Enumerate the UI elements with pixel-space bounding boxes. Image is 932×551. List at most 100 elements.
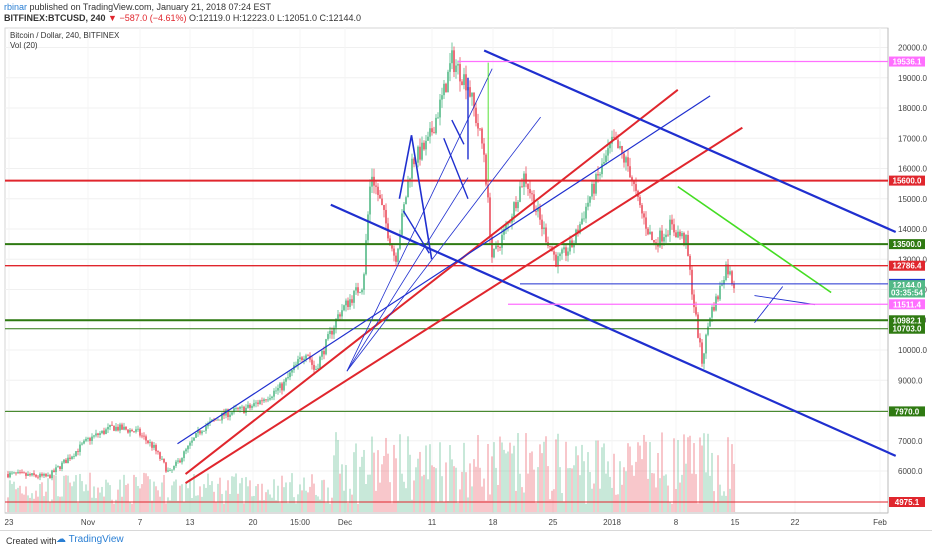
pattern-line[interactable] [410, 135, 433, 260]
volume-bar [369, 474, 371, 512]
candle-body [141, 435, 143, 437]
candle-body [351, 299, 353, 303]
volume-bar [729, 488, 731, 512]
volume-bar [483, 478, 485, 512]
candle-body [285, 378, 287, 382]
candle-body [709, 317, 711, 327]
candle-body [493, 248, 495, 258]
candle-body [15, 472, 17, 474]
price-label: 19536.1 [889, 56, 925, 67]
green-trend-line[interactable] [677, 185, 832, 294]
volume-bar [431, 465, 433, 512]
candle-body [221, 412, 223, 421]
candle-body [705, 334, 707, 354]
wedge-line[interactable] [754, 295, 816, 306]
volume-bar [285, 482, 287, 512]
volume-bar [171, 485, 173, 512]
volume-bar [733, 463, 735, 512]
candle-body [485, 154, 487, 185]
candle-body [83, 440, 85, 444]
volume-bar [117, 489, 119, 512]
candle-body [191, 440, 193, 443]
candle-body [97, 433, 99, 436]
fan-line[interactable] [346, 116, 541, 372]
volume-bar [183, 502, 185, 512]
volume-bar [327, 487, 329, 512]
author-link[interactable]: rbinar [4, 2, 28, 12]
volume-bar [321, 480, 323, 512]
blue-ascending-line[interactable] [177, 95, 711, 445]
volume-bar [613, 453, 615, 512]
volume-bar [457, 502, 459, 512]
candle-body [319, 356, 321, 369]
candle-body [593, 183, 595, 194]
candle-body [465, 74, 467, 91]
candle-body [613, 136, 615, 138]
volume-bar [691, 473, 693, 512]
footer-bar: Created with ☁ TradingView [0, 530, 932, 551]
red-channel-bottom[interactable] [185, 126, 743, 484]
volume-bar [341, 464, 343, 512]
volume-bar [425, 445, 427, 512]
volume-bar [195, 495, 197, 512]
candle-body [537, 207, 539, 212]
candle-body [463, 74, 465, 86]
candle-body [43, 473, 45, 476]
candle-body [75, 451, 77, 457]
volume-bar [163, 474, 165, 512]
volume-bar [23, 494, 25, 512]
red-channel-top[interactable] [184, 89, 679, 475]
volume-bar [253, 495, 255, 512]
volume-bar [91, 497, 93, 512]
volume-bar [423, 474, 425, 512]
volume-bar [239, 483, 241, 512]
volume-bar [353, 452, 355, 512]
volume-bar [133, 474, 135, 512]
volume-bar [561, 493, 563, 512]
pattern-line[interactable] [451, 119, 465, 145]
volume-bar [511, 453, 513, 512]
volume-bar [585, 503, 587, 512]
candle-body [45, 473, 47, 477]
pattern-line[interactable] [443, 137, 469, 200]
volume-bar [123, 474, 125, 512]
blue-descending-resistance[interactable] [483, 49, 897, 234]
volume-bar [509, 442, 511, 512]
candle-body [513, 202, 515, 217]
candle-body [337, 314, 339, 319]
x-tick-label: 15 [731, 518, 740, 527]
candle-body [85, 438, 87, 441]
candle-body [95, 433, 97, 436]
volume-bar [333, 455, 335, 512]
candle-body [555, 254, 557, 267]
candle-body [627, 157, 629, 167]
volume-bar [543, 441, 545, 512]
price-label: 12786.4 [889, 260, 925, 271]
candle-body [159, 452, 161, 459]
volume-bar [531, 451, 533, 512]
pattern-line[interactable] [402, 210, 430, 254]
brand-name: TradingView [68, 534, 124, 545]
volume-bar [187, 488, 189, 512]
volume-bar [347, 503, 349, 512]
candle-body [275, 390, 277, 392]
price-label-box [889, 315, 925, 326]
volume-bar [427, 479, 429, 512]
candle-body [253, 403, 255, 407]
volume-bar [717, 455, 719, 512]
pattern-line[interactable] [398, 135, 413, 199]
price-label-box [889, 406, 925, 417]
volume-bar [219, 477, 221, 512]
volume-bar [197, 495, 199, 512]
candle-body [163, 458, 165, 463]
volume-bar [229, 493, 231, 512]
candle-body [423, 142, 425, 150]
volume-bar [337, 439, 339, 512]
fan-line[interactable] [346, 177, 469, 372]
price-chart[interactable]: 6000.07000.08000.09000.010000.011000.012… [0, 0, 932, 530]
volume-bar [447, 501, 449, 512]
candle-body [255, 402, 257, 404]
price-label-box [889, 287, 925, 298]
volume-bar [277, 485, 279, 512]
tradingview-logo[interactable]: ☁ TradingView [56, 534, 124, 545]
